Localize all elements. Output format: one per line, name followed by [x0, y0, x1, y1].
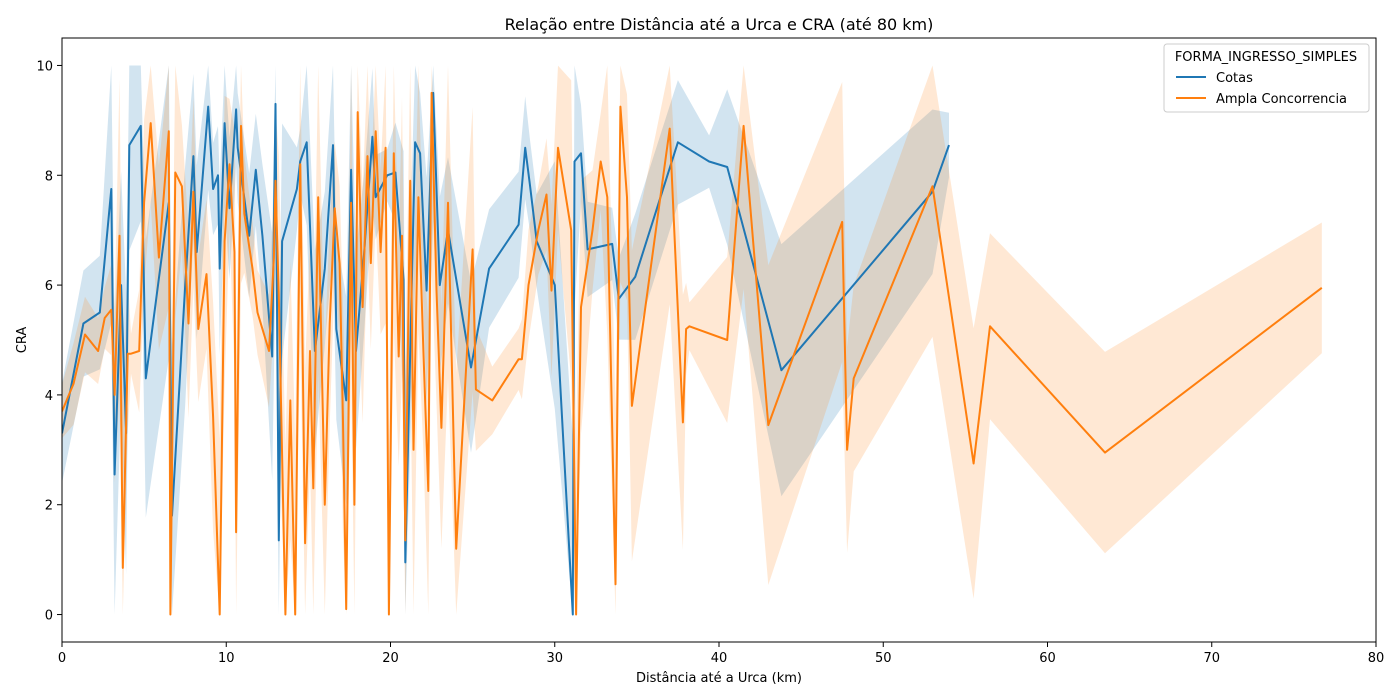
y-tick-label: 10: [36, 59, 53, 74]
y-tick-label: 0: [45, 609, 53, 624]
x-tick-label: 30: [546, 651, 563, 666]
x-tick-label: 80: [1368, 651, 1385, 666]
x-axis-ticks: 0 10 20 30 40 50 60 70 80: [58, 642, 1384, 666]
confidence-band-1: [62, 65, 1322, 615]
chart-title: Relação entre Distância até a Urca e CRA…: [505, 15, 934, 34]
legend-entry-ampla-concorrencia: Ampla Concorrencia: [1216, 92, 1347, 107]
y-tick-label: 8: [45, 169, 53, 184]
series-line-0: [62, 91, 950, 616]
y-tick-label: 2: [45, 499, 53, 514]
x-tick-label: 60: [1039, 651, 1056, 666]
y-tick-label: 4: [45, 389, 53, 404]
series-lines: [62, 91, 1323, 616]
series-line-1: [62, 91, 1323, 616]
x-tick-label: 40: [711, 651, 728, 666]
legend-box: [1163, 43, 1370, 113]
x-tick-label: 20: [382, 651, 399, 666]
x-tick-label: 10: [218, 651, 235, 666]
confidence-bands: [62, 65, 1322, 615]
legend-entry-cotas: Cotas: [1216, 71, 1253, 86]
x-tick-label: 0: [58, 651, 66, 666]
x-tick-label: 70: [1203, 651, 1220, 666]
legend: FORMA_INGRESSO_SIMPLES Cotas Ampla Conco…: [1163, 43, 1370, 113]
y-tick-label: 6: [45, 279, 53, 294]
x-axis-label: Distância até a Urca (km): [636, 671, 802, 686]
y-axis-label: CRA: [15, 327, 30, 354]
legend-title: FORMA_INGRESSO_SIMPLES: [1175, 50, 1357, 65]
x-tick-label: 50: [875, 651, 892, 666]
y-axis-ticks: 0 2 4 6 8 10: [36, 59, 62, 624]
confidence-band-0: [62, 65, 949, 615]
